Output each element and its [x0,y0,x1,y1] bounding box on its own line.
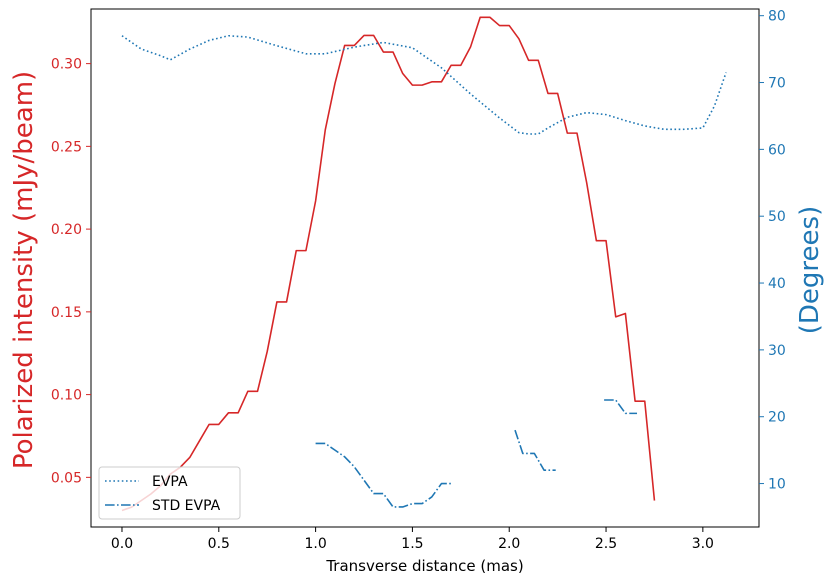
x-tick-label: 0.0 [111,536,133,552]
plot-frame [90,8,760,528]
legend: EVPA STD EVPA [98,466,241,520]
y-right-tick-label: 10 [768,477,786,493]
y-left-tick-label: 0.15 [51,305,82,321]
y-left-axis: 0.05 0.10 0.15 0.20 0.25 0.30 [51,57,91,486]
y-right-tick-label: 40 [768,276,786,292]
polarized-intensity-line [121,16,656,512]
y-right-tick-label: 20 [768,410,786,426]
y-right-tick-label: 50 [768,209,786,225]
y-left-tick-label: 0.25 [51,139,82,155]
x-tick-label: 1.0 [304,536,326,552]
legend-label-evpa: EVPA [152,474,188,490]
x-axis: 0.0 0.5 1.0 1.5 2.0 2.5 3.0 [111,527,714,552]
y-right-axis-title: (Degrees) [795,206,825,334]
y-right-axis: 10 20 30 40 50 60 70 80 [759,9,786,493]
std-evpa-line [315,442,452,508]
legend-label-std-evpa: STD EVPA [152,498,221,514]
y-left-tick-label: 0.05 [51,470,82,486]
y-right-tick-label: 30 [768,343,786,359]
x-axis-title: Transverse distance (mas) [325,557,523,575]
y-right-tick-label: 60 [768,142,786,158]
x-tick-label: 0.5 [208,536,230,552]
y-left-axis-title: Polarized intensity (mJy/beam) [9,71,39,469]
x-tick-label: 2.0 [498,536,520,552]
y-left-tick-label: 0.20 [51,222,82,238]
y-left-tick-label: 0.30 [51,57,82,73]
evpa-line [121,34,727,135]
y-left-tick-label: 0.10 [51,388,82,404]
y-right-tick-label: 80 [768,9,786,25]
x-tick-label: 2.5 [595,536,617,552]
x-tick-label: 1.5 [401,536,423,552]
y-right-tick-label: 70 [768,76,786,92]
std-evpa-line [514,429,556,471]
x-tick-label: 3.0 [692,536,714,552]
legend-box [98,466,241,520]
std-evpa-line [604,399,638,415]
series-layer [121,16,727,512]
